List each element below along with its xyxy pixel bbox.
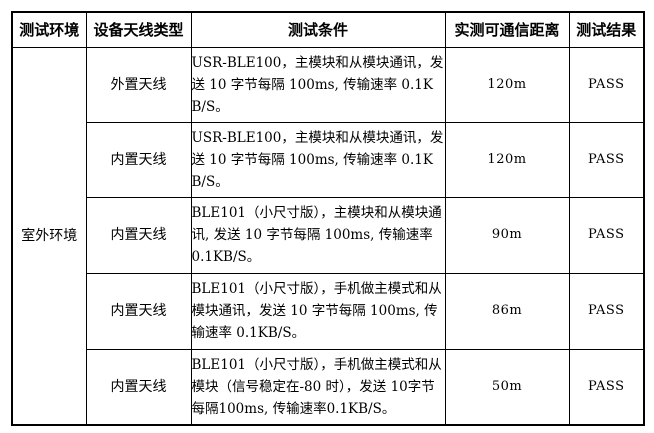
table-row: 内置天线 BLE101（小尺寸版），主模块和从模块通讯, 发送 10 字节每隔 … — [12, 196, 645, 274]
cell-test-result: PASS — [568, 348, 645, 426]
cell-antenna-type: 内置天线 — [85, 272, 192, 350]
cell-test-result: PASS — [568, 121, 645, 198]
cell-measured-distance: 90m — [444, 196, 570, 274]
cell-antenna-type: 内置天线 — [85, 196, 192, 274]
column-header-antenna-type: 设备天线类型 — [85, 11, 192, 48]
cell-test-condition: USR-BLE100，主模块和从模块通讯，发送 10 字节每隔 100ms, 传… — [190, 46, 446, 123]
column-header-measured-distance: 实测可通信距离 — [444, 11, 570, 48]
cell-antenna-type: 内置天线 — [85, 348, 192, 426]
cell-test-result: PASS — [568, 46, 645, 123]
table-row: 内置天线 BLE101（小尺寸版），手机做主模式和从模块通讯，发送 10 字节每… — [12, 272, 645, 350]
column-header-test-condition: 测试条件 — [190, 11, 446, 48]
cell-test-condition: USR-BLE100，主模块和从模块通讯，发送 10 字节每隔 100ms, 传… — [190, 121, 446, 198]
table-row: 室外环境 外置天线 USR-BLE100，主模块和从模块通讯，发送 10 字节每… — [11, 46, 645, 426]
table-row: 内置天线 BLE101（小尺寸版），手机做主模式和从模块（信号稳定在-80 时）… — [12, 348, 645, 426]
cell-antenna-type: 内置天线 — [85, 121, 192, 198]
test-results-table: 测试环境 设备天线类型 测试条件 实测可通信距离 测试结果 室外环境 外置天线 … — [11, 11, 645, 426]
cell-measured-distance: 120m — [444, 121, 570, 198]
cell-environment-merged: 室外环境 — [11, 46, 87, 426]
cell-test-result: PASS — [568, 196, 645, 274]
cell-measured-distance: 120m — [444, 46, 570, 123]
cell-test-result: PASS — [568, 272, 645, 350]
column-header-environment: 测试环境 — [11, 11, 87, 48]
table-header: 测试环境 设备天线类型 测试条件 实测可通信距离 测试结果 — [11, 11, 645, 48]
cell-test-condition: BLE101（小尺寸版），手机做主模式和从模块通讯，发送 10 字节每隔 100… — [190, 272, 446, 350]
cell-antenna-type: 外置天线 — [85, 46, 192, 123]
table-header-row: 测试环境 设备天线类型 测试条件 实测可通信距离 测试结果 — [11, 11, 645, 48]
table-body: 室外环境 外置天线 USR-BLE100，主模块和从模块通讯，发送 10 字节每… — [11, 46, 645, 426]
cell-measured-distance: 50m — [444, 348, 570, 426]
cell-measured-distance: 86m — [444, 272, 570, 350]
table-row: 内置天线 USR-BLE100，主模块和从模块通讯，发送 10 字节每隔 100… — [12, 121, 645, 198]
cell-test-condition: BLE101（小尺寸版），手机做主模式和从模块（信号稳定在-80 时），发送 1… — [190, 348, 446, 426]
column-header-test-result: 测试结果 — [568, 11, 645, 48]
cell-test-condition: BLE101（小尺寸版），主模块和从模块通讯, 发送 10 字节每隔 100ms… — [190, 196, 446, 274]
test-results-table-container: 测试环境 设备天线类型 测试条件 实测可通信距离 测试结果 室外环境 外置天线 … — [11, 11, 645, 426]
